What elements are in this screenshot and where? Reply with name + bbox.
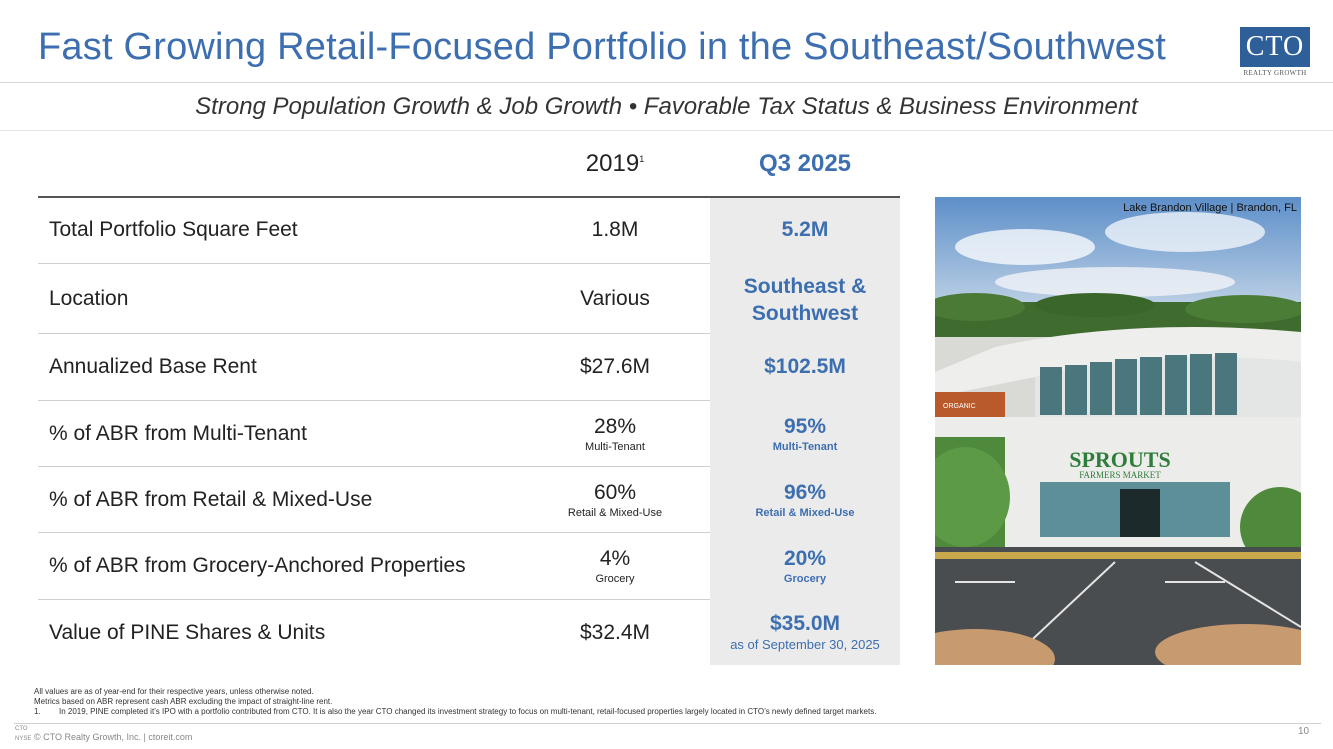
footnotes: All values are as of year-end for their … (34, 687, 876, 717)
value-2019: 1.8M (591, 218, 639, 241)
footnote-line: All values are as of year-end for their … (34, 687, 314, 696)
organic-sign: ORGANIC (943, 403, 976, 410)
value-q3-2025: 20% Grocery (783, 547, 827, 585)
page-number: 10 (1298, 726, 1310, 737)
value-2019: 60% Retail & Mixed-Use (567, 481, 663, 519)
row-label: Value of PINE Shares & Units (49, 621, 326, 644)
row-label: Location (49, 287, 129, 310)
photo-caption: Lake Brandon Village | Brandon, FL (1123, 202, 1297, 214)
table-row: Value of PINE Shares & Units $32.4M $35.… (38, 600, 900, 665)
table-row: % of ABR from Retail & Mixed-Use 60% Ret… (38, 467, 900, 532)
value-q3-2025: Southeast & Southwest (743, 275, 867, 325)
value-2019: Various (580, 287, 650, 310)
table-row: % of ABR from Grocery-Anchored Propertie… (38, 533, 900, 599)
value-2019: 4% Grocery (595, 547, 635, 585)
store-sign-sub: FARMERS MARKET (1079, 470, 1161, 480)
footer-copyright: © CTO Realty Growth, Inc. | ctoreit.com (34, 732, 193, 742)
table-row: Total Portfolio Square Feet 1.8M 5.2M (38, 198, 900, 263)
footer-divider (14, 723, 1321, 724)
column-header-q3-2025: Q3 2025 (758, 150, 852, 177)
value-2019: 28% Multi-Tenant (585, 415, 645, 453)
footnote-marker: 1 (639, 154, 645, 164)
table-row: % of ABR from Multi-Tenant 28% Multi-Ten… (38, 401, 900, 466)
row-divider (38, 599, 710, 600)
header-rule (38, 196, 900, 198)
row-divider (38, 400, 710, 401)
row-label: Annualized Base Rent (49, 355, 257, 378)
table-row: Annualized Base Rent $27.6M $102.5M (38, 334, 900, 400)
property-photo: ORGANIC SPROUTS FARMERS MARKET Lake Bran… (935, 197, 1301, 665)
value-2019: $27.6M (579, 355, 651, 378)
title-divider (0, 82, 1333, 83)
page-subtitle: Strong Population Growth & Job Growth • … (195, 93, 1138, 120)
row-label: % of ABR from Grocery-Anchored Propertie… (49, 554, 466, 577)
value-q3-2025: $35.0M as of September 30, 2025 (730, 612, 880, 652)
footnote-line: Metrics based on ABR represent cash ABR … (34, 697, 333, 706)
column-header-2019: 20191 (585, 150, 645, 177)
value-2019: $32.4M (579, 621, 651, 644)
footer-logo: CTO NYSE (15, 726, 32, 742)
value-q3-2025: 95% Multi-Tenant (772, 415, 838, 453)
row-divider (38, 466, 710, 467)
row-divider (38, 333, 710, 334)
company-logo: CTO REALTY GROWTH (1240, 27, 1310, 79)
q3-column-highlight (710, 198, 900, 665)
footnote-1: 1. In 2019, PINE completed it’s IPO with … (34, 707, 877, 716)
logo-subtext: REALTY GROWTH (1243, 69, 1307, 77)
store-sign: SPROUTS (1069, 447, 1170, 472)
sprouts-storefront-illustration: ORGANIC SPROUTS FARMERS MARKET (935, 197, 1301, 665)
page-title: Fast Growing Retail-Focused Portfolio in… (38, 26, 1167, 68)
table-row: Location Various Southeast & Southwest (38, 264, 900, 333)
row-divider (38, 532, 710, 533)
row-label: % of ABR from Multi-Tenant (49, 422, 307, 445)
row-label: % of ABR from Retail & Mixed-Use (49, 488, 373, 511)
subtitle-divider (0, 130, 1333, 131)
value-q3-2025: 96% Retail & Mixed-Use (755, 481, 855, 519)
value-q3-2025: 5.2M (781, 218, 829, 241)
value-q3-2025: $102.5M (764, 355, 846, 378)
row-label: Total Portfolio Square Feet (49, 218, 298, 241)
row-divider (38, 263, 710, 264)
logo-mark: CTO (1240, 27, 1310, 67)
